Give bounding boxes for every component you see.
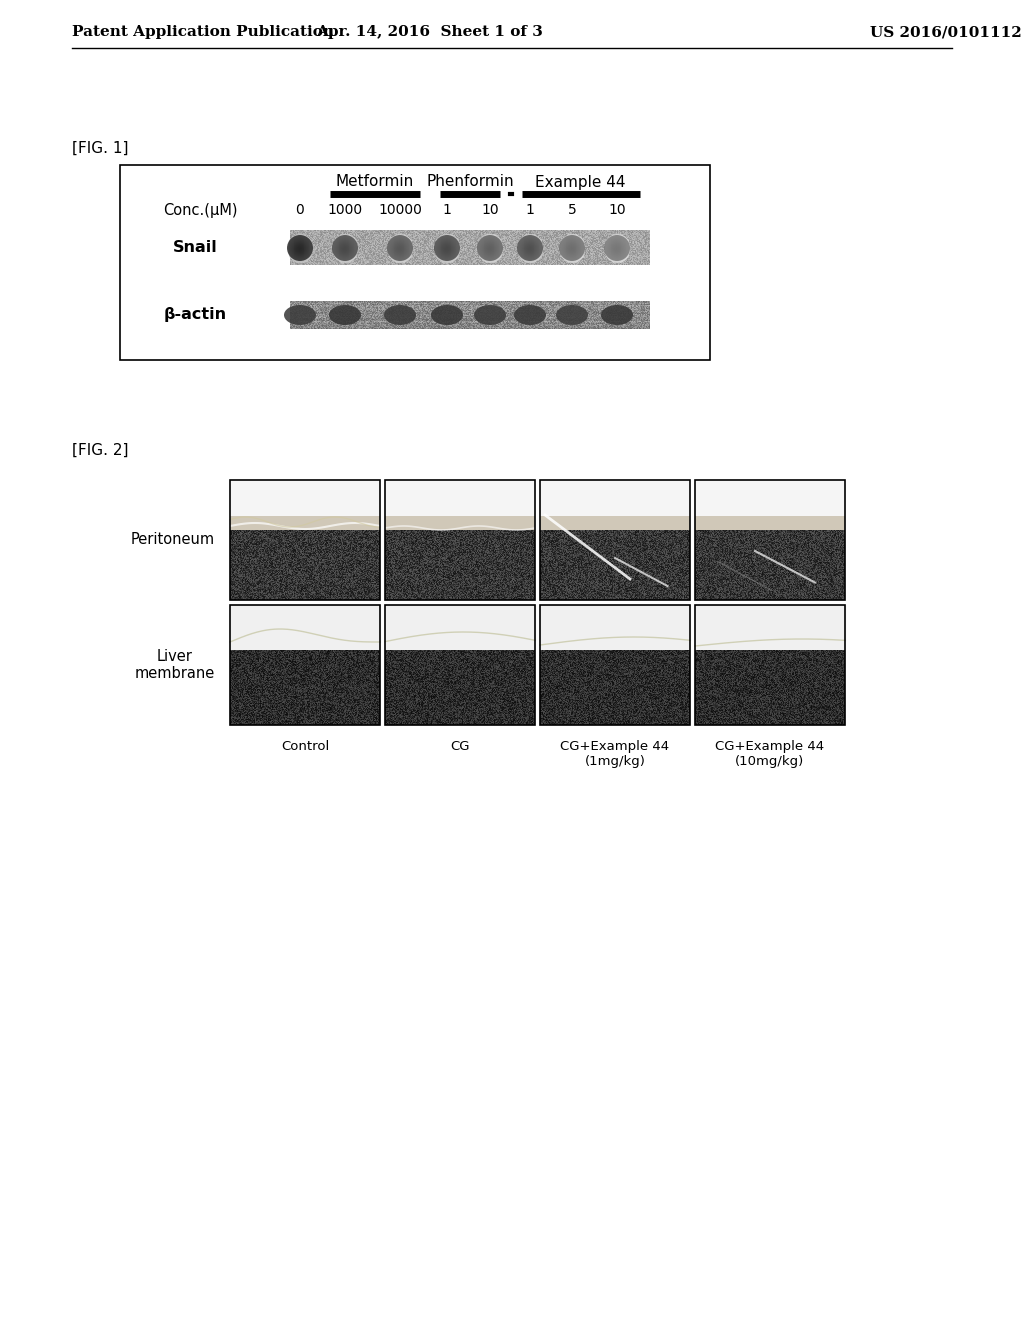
- Bar: [385, 649, 535, 725]
- Text: β-actin: β-actin: [164, 308, 226, 322]
- Text: [FIG. 1]: [FIG. 1]: [72, 140, 128, 156]
- Bar: [540, 480, 690, 601]
- Bar: [695, 480, 845, 516]
- Ellipse shape: [517, 235, 543, 261]
- Bar: [540, 480, 690, 516]
- Bar: [230, 516, 380, 531]
- Text: [FIG. 2]: [FIG. 2]: [72, 442, 128, 458]
- Bar: [230, 649, 380, 725]
- Ellipse shape: [514, 305, 546, 325]
- Bar: [230, 480, 380, 601]
- Text: 1: 1: [525, 203, 535, 216]
- Text: Control: Control: [281, 741, 329, 752]
- Bar: [385, 531, 535, 601]
- Bar: [540, 531, 690, 601]
- Text: Patent Application Publication: Patent Application Publication: [72, 25, 334, 40]
- Bar: [230, 605, 380, 725]
- Text: 10: 10: [608, 203, 626, 216]
- Text: 5: 5: [567, 203, 577, 216]
- Bar: [385, 480, 535, 516]
- Text: CG+Example 44
(1mg/kg): CG+Example 44 (1mg/kg): [560, 741, 670, 768]
- Text: Metformin: Metformin: [336, 174, 414, 190]
- Ellipse shape: [284, 305, 316, 325]
- Text: Liver
membrane: Liver membrane: [135, 649, 215, 681]
- Ellipse shape: [474, 305, 506, 325]
- Bar: [695, 531, 845, 601]
- Bar: [540, 649, 690, 725]
- Ellipse shape: [556, 305, 588, 325]
- Bar: [695, 605, 845, 649]
- Text: CG: CG: [451, 741, 470, 752]
- Ellipse shape: [431, 305, 463, 325]
- Bar: [695, 516, 845, 531]
- Bar: [385, 605, 535, 649]
- Ellipse shape: [287, 235, 313, 261]
- Ellipse shape: [387, 235, 413, 261]
- Text: Conc.(μM): Conc.(μM): [163, 202, 238, 218]
- Text: Apr. 14, 2016  Sheet 1 of 3: Apr. 14, 2016 Sheet 1 of 3: [316, 25, 544, 40]
- Text: 10: 10: [481, 203, 499, 216]
- Text: 1000: 1000: [328, 203, 362, 216]
- Bar: [385, 480, 535, 601]
- Bar: [540, 605, 690, 725]
- Ellipse shape: [384, 305, 416, 325]
- Ellipse shape: [477, 235, 503, 261]
- Text: Example 44: Example 44: [535, 174, 626, 190]
- Ellipse shape: [332, 235, 358, 261]
- Bar: [695, 605, 845, 725]
- Bar: [120, 165, 710, 360]
- Ellipse shape: [601, 305, 633, 325]
- Bar: [230, 605, 380, 649]
- Bar: [385, 605, 535, 725]
- Bar: [540, 516, 690, 531]
- Ellipse shape: [434, 235, 460, 261]
- Text: US 2016/0101112 A1: US 2016/0101112 A1: [870, 25, 1024, 40]
- Ellipse shape: [329, 305, 361, 325]
- Text: 0: 0: [296, 203, 304, 216]
- Ellipse shape: [604, 235, 630, 261]
- Text: Peritoneum: Peritoneum: [131, 532, 215, 548]
- Bar: [385, 516, 535, 531]
- Bar: [695, 480, 845, 601]
- Bar: [230, 531, 380, 601]
- Text: 10000: 10000: [378, 203, 422, 216]
- Ellipse shape: [559, 235, 585, 261]
- Text: Snail: Snail: [173, 240, 217, 256]
- Bar: [540, 605, 690, 649]
- Text: Phenformin: Phenformin: [426, 174, 514, 190]
- Text: 1: 1: [442, 203, 452, 216]
- Text: CG+Example 44
(10mg/kg): CG+Example 44 (10mg/kg): [716, 741, 824, 768]
- Bar: [230, 480, 380, 516]
- Bar: [695, 649, 845, 725]
